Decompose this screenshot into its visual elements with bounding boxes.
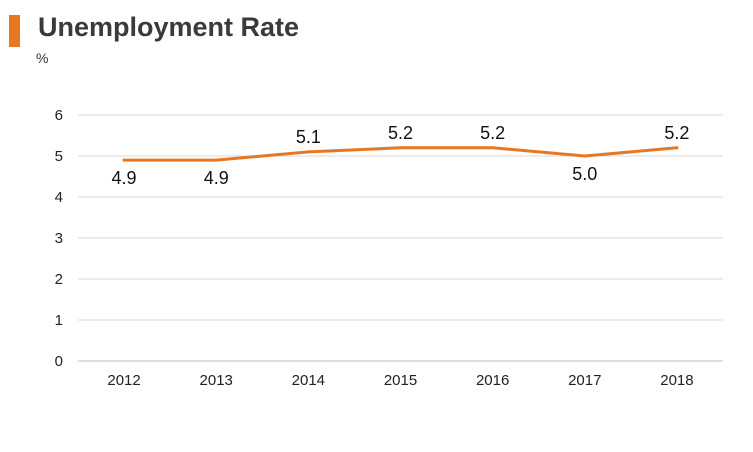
data-label: 5.2 — [480, 123, 505, 143]
data-point — [491, 146, 495, 150]
data-label: 4.9 — [204, 168, 229, 188]
data-point — [306, 150, 310, 154]
y-axis-ticks: 0 1 2 3 4 5 6 — [55, 107, 63, 370]
x-tick-label: 2017 — [568, 372, 601, 389]
data-label: 4.9 — [112, 168, 137, 188]
data-point — [583, 154, 587, 158]
y-tick-label: 1 — [55, 312, 63, 329]
data-point — [399, 146, 402, 150]
data-point — [122, 158, 126, 162]
x-tick-label: 2015 — [384, 372, 417, 389]
data-point — [214, 158, 218, 162]
y-tick-label: 0 — [55, 353, 63, 370]
y-tick-label: 6 — [55, 107, 63, 124]
unit-label: % — [36, 50, 49, 66]
series-line — [122, 146, 679, 162]
data-label: 5.0 — [572, 164, 597, 184]
data-label: 5.1 — [296, 127, 321, 147]
y-tick-label: 2 — [55, 271, 63, 288]
data-label: 5.2 — [664, 123, 689, 143]
data-label: 5.2 — [388, 123, 413, 143]
data-labels: 4.9 4.9 5.1 5.2 5.2 5.0 5.2 — [112, 123, 690, 188]
x-tick-label: 2016 — [476, 372, 509, 389]
chart-title: Unemployment Rate — [38, 12, 300, 42]
y-tick-label: 3 — [55, 230, 63, 247]
x-tick-label: 2014 — [292, 372, 325, 389]
y-tick-label: 4 — [55, 189, 63, 206]
y-tick-label: 5 — [55, 148, 63, 165]
x-tick-label: 2018 — [660, 372, 693, 389]
x-tick-label: 2012 — [107, 372, 140, 389]
title-accent-bar — [9, 15, 20, 47]
data-point — [675, 146, 679, 150]
series-group — [122, 146, 679, 162]
gridlines — [78, 114, 723, 362]
x-axis-ticks: 2012 2013 2014 2015 2016 2017 2018 — [107, 372, 693, 389]
x-tick-label: 2013 — [200, 372, 233, 389]
